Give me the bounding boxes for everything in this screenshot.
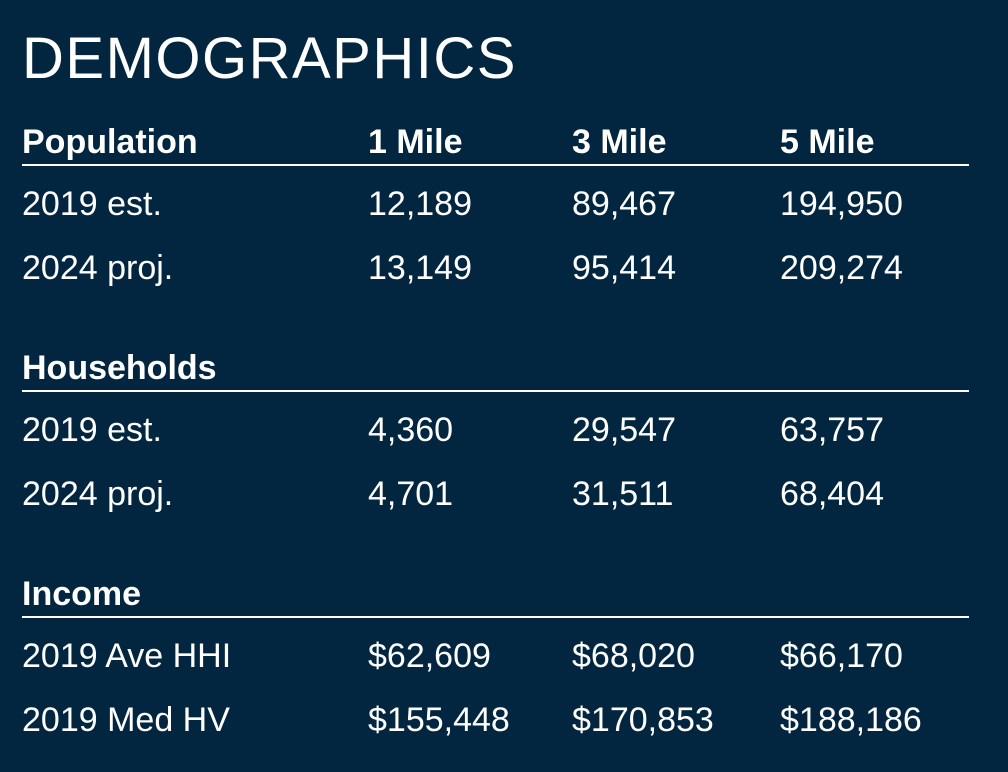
column-header-5-mile: 5 Mile (780, 123, 875, 161)
population-section: Population 1 Mile 3 Mile 5 Mile 2019 est… (22, 120, 969, 300)
value-5-mile: $188,186 (780, 701, 922, 739)
value-3-mile: $170,853 (572, 701, 714, 739)
population-header-row: Population 1 Mile 3 Mile 5 Mile (22, 120, 969, 166)
value-5-mile: 209,274 (780, 249, 903, 287)
income-header-row: Income (22, 572, 969, 618)
value-1-mile: 4,701 (368, 475, 454, 513)
row-label: 2019 est. (22, 411, 162, 449)
section-heading-income: Income (22, 575, 142, 613)
row-label: 2019 Med HV (22, 701, 230, 739)
value-3-mile: 89,467 (572, 185, 676, 223)
table-row: 2019 Ave HHI $62,609 $68,020 $66,170 (22, 624, 969, 688)
row-label: 2019 est. (22, 185, 162, 223)
table-row: 2019 est. 4,360 29,547 63,757 (22, 398, 969, 462)
table-row: 2024 proj. 13,149 95,414 209,274 (22, 236, 969, 300)
value-3-mile: $68,020 (572, 637, 695, 675)
value-5-mile: 194,950 (780, 185, 903, 223)
table-row: 2019 Med HV $155,448 $170,853 $188,186 (22, 688, 969, 752)
households-header-row: Households (22, 346, 969, 392)
value-5-mile: 68,404 (780, 475, 884, 513)
row-label: 2024 proj. (22, 475, 174, 513)
page-title: DEMOGRAPHICS (22, 26, 517, 91)
households-section: Households 2019 est. 4,360 29,547 63,757… (22, 346, 969, 526)
value-1-mile: 12,189 (368, 185, 472, 223)
table-row: 2024 proj. 4,701 31,511 68,404 (22, 462, 969, 526)
value-3-mile: 29,547 (572, 411, 676, 449)
column-header-3-mile: 3 Mile (572, 123, 667, 161)
value-5-mile: $66,170 (780, 637, 903, 675)
value-1-mile: $155,448 (368, 701, 510, 739)
section-heading-population: Population (22, 123, 198, 161)
value-5-mile: 63,757 (780, 411, 884, 449)
value-3-mile: 31,511 (572, 475, 674, 513)
column-header-1-mile: 1 Mile (368, 123, 463, 161)
value-1-mile: $62,609 (368, 637, 491, 675)
section-heading-households: Households (22, 349, 217, 387)
income-section: Income 2019 Ave HHI $62,609 $68,020 $66,… (22, 572, 969, 752)
table-row: 2019 est. 12,189 89,467 194,950 (22, 172, 969, 236)
value-1-mile: 4,360 (368, 411, 454, 449)
row-label: 2024 proj. (22, 249, 174, 287)
row-label: 2019 Ave HHI (22, 637, 232, 675)
value-1-mile: 13,149 (368, 249, 472, 287)
value-3-mile: 95,414 (572, 249, 676, 287)
